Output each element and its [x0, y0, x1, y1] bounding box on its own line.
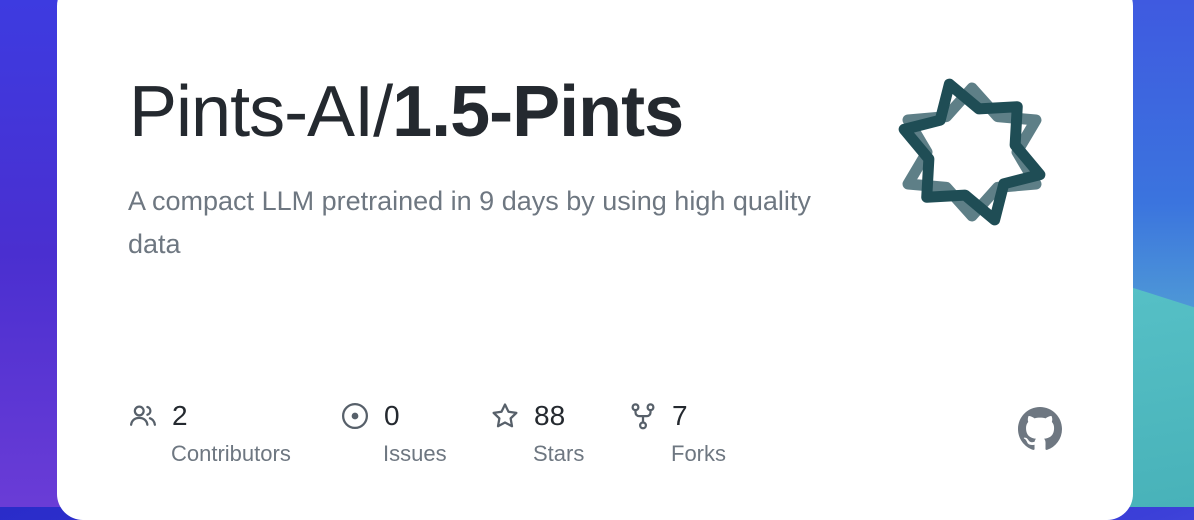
- stat-contributors[interactable]: 2 Contributors: [128, 398, 291, 468]
- github-icon[interactable]: [1018, 407, 1062, 451]
- contributors-label: Contributors: [171, 441, 291, 466]
- repo-title[interactable]: Pints-AI/1.5-Pints: [129, 68, 684, 156]
- star-icon: [490, 401, 520, 431]
- fork-icon: [628, 401, 658, 431]
- stat-stars[interactable]: 88 Stars: [490, 398, 584, 468]
- repo-description: A compact LLM pretrained in 9 days by us…: [128, 186, 811, 259]
- contributors-icon: [128, 401, 158, 431]
- issues-count: 0: [384, 400, 400, 431]
- repo-name[interactable]: 1.5-Pints: [392, 72, 684, 152]
- issues-label: Issues: [383, 441, 447, 466]
- issues-icon: [340, 401, 370, 431]
- stars-label: Stars: [533, 441, 585, 466]
- stars-count: 88: [534, 400, 566, 431]
- repo-owner[interactable]: Pints-AI/: [129, 72, 393, 152]
- background-right-accent: [1124, 285, 1194, 507]
- forks-label: Forks: [671, 441, 726, 466]
- forks-count: 7: [672, 400, 688, 431]
- contributors-count: 2: [172, 400, 188, 431]
- stat-forks[interactable]: 7 Forks: [628, 398, 726, 468]
- eight-point-star-logo: [888, 68, 1056, 236]
- stat-issues[interactable]: 0 Issues: [340, 398, 447, 468]
